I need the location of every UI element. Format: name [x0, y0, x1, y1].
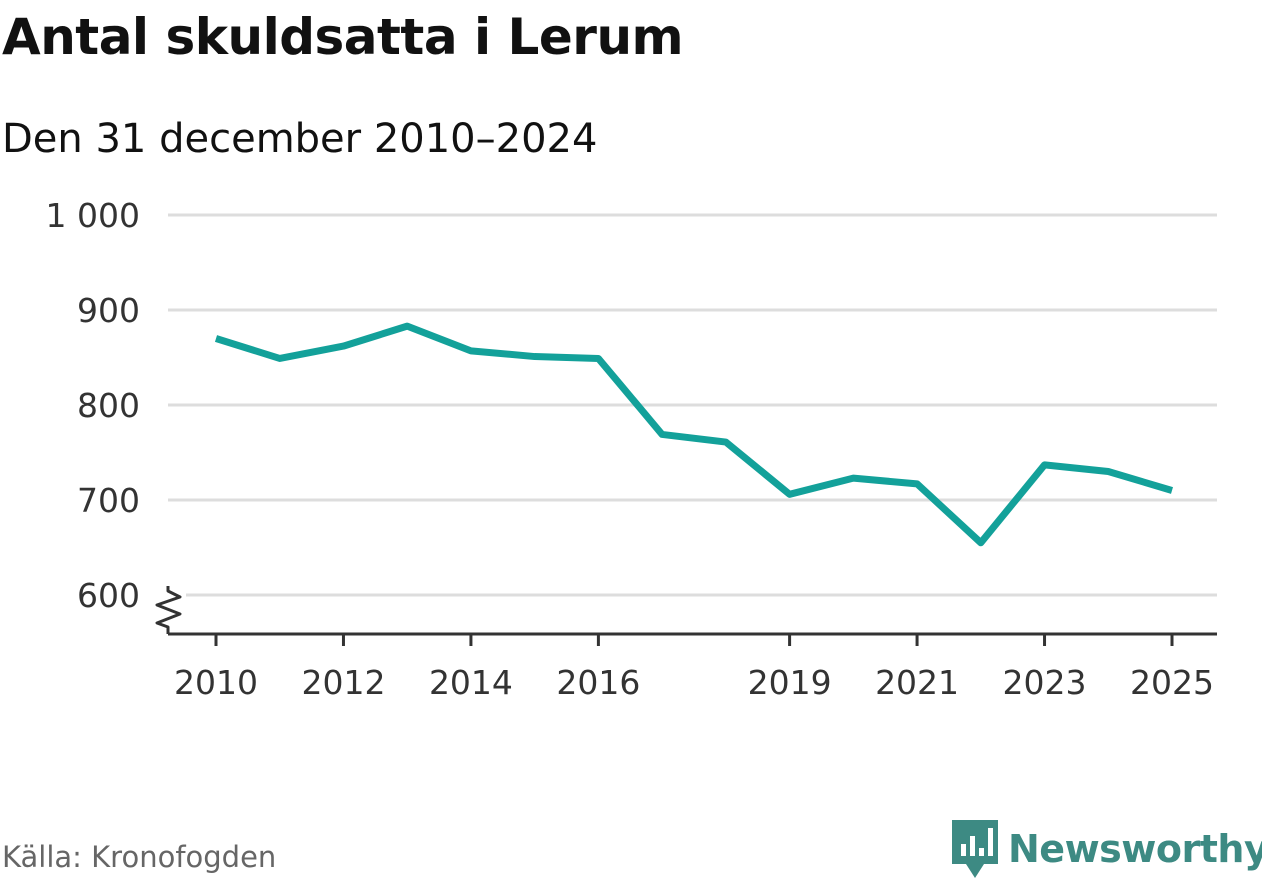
x-tick-label: 2025 [1130, 663, 1214, 702]
brand-name: Newsworthy [1008, 827, 1262, 871]
gridlines [168, 213, 1217, 597]
y-tick-label: 600 [77, 576, 140, 615]
newsworthy-logo-icon [952, 820, 998, 878]
y-axis-labels: 600 700 800 900 1 000 [46, 196, 140, 615]
axis-break-zigzag [155, 586, 182, 634]
x-tick-label: 2010 [174, 663, 258, 702]
series-layer [214, 322, 1173, 547]
y-tick-label: 1 000 [46, 196, 140, 235]
x-axis: 2010 2012 2014 2016 2019 2021 2023 2025 [168, 632, 1217, 702]
y-tick-label: 800 [77, 386, 140, 425]
x-tick-label: 2012 [301, 663, 385, 702]
x-tick-label: 2021 [875, 663, 959, 702]
axis-break-icon [150, 586, 186, 634]
source-note: Källa: Kronofogden [2, 840, 277, 874]
chart-subtitle: Den 31 december 2010–2024 [2, 116, 598, 162]
x-tick-label: 2014 [429, 663, 513, 702]
y-tick-label: 900 [77, 291, 140, 330]
y-tick-label: 700 [77, 481, 140, 520]
x-tick-label: 2019 [748, 663, 832, 702]
x-tick-label: 2016 [556, 663, 640, 702]
x-tick-label: 2023 [1003, 663, 1087, 702]
chart-title: Antal skuldsatta i Lerum [2, 8, 684, 66]
brand-logo: Newsworthy [950, 818, 1262, 880]
series-line [214, 322, 1173, 547]
